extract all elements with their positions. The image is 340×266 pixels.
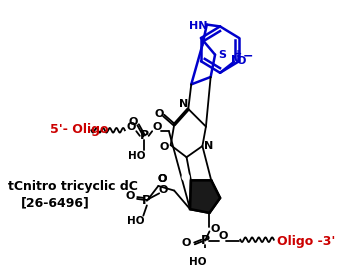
Text: O: O [159, 185, 168, 195]
Polygon shape [190, 180, 220, 213]
Text: O: O [157, 174, 167, 184]
Text: S: S [218, 50, 226, 60]
Text: O: O [210, 224, 219, 234]
Text: N: N [179, 99, 188, 109]
Text: O: O [182, 238, 191, 248]
Text: [26-6496]: [26-6496] [21, 196, 90, 209]
Text: HO: HO [189, 257, 207, 266]
Text: −: − [243, 49, 254, 63]
Text: O: O [125, 191, 135, 201]
Text: HN: HN [189, 22, 207, 31]
Text: N: N [204, 141, 213, 151]
Text: O: O [237, 56, 246, 66]
Text: O: O [153, 122, 162, 132]
Text: HO: HO [127, 216, 144, 226]
Text: 5'- Oligo: 5'- Oligo [50, 123, 108, 136]
Text: +: + [235, 49, 243, 59]
Text: O: O [154, 109, 164, 119]
Text: Oligo -3': Oligo -3' [277, 235, 336, 248]
Text: O: O [160, 142, 169, 152]
Text: O: O [157, 174, 167, 184]
Text: P: P [142, 194, 151, 207]
Text: P: P [201, 234, 210, 247]
Text: O: O [218, 231, 227, 241]
Text: O: O [181, 173, 190, 182]
Text: N: N [231, 55, 240, 65]
Text: O: O [128, 117, 137, 127]
Text: O: O [126, 122, 136, 132]
Text: P: P [140, 129, 149, 142]
Text: HO: HO [129, 151, 146, 161]
Text: tCnitro tricyclic dC: tCnitro tricyclic dC [8, 180, 138, 193]
